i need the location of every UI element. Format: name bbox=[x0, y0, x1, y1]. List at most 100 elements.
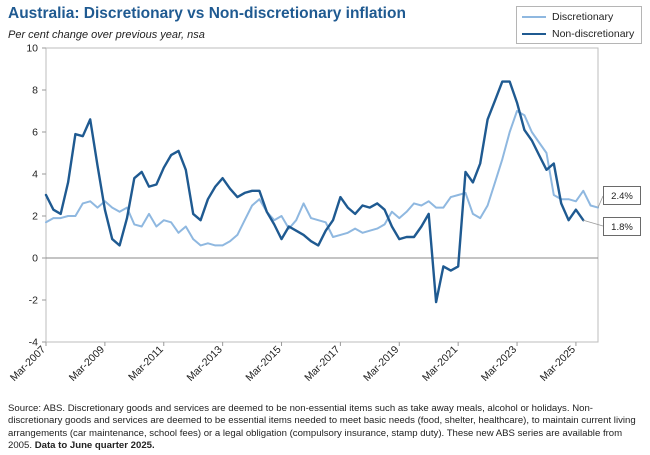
data-point-discretionary bbox=[567, 198, 570, 200]
data-point-discretionary bbox=[427, 200, 430, 203]
data-point-non-discretionary bbox=[575, 208, 577, 211]
x-tick-label: Mar-2007 bbox=[8, 344, 48, 384]
data-point-non-discretionary bbox=[177, 150, 180, 152]
data-point-discretionary bbox=[582, 190, 585, 192]
data-point-discretionary bbox=[310, 217, 312, 219]
x-tick-label: Mar-2017 bbox=[302, 344, 342, 384]
data-point-non-discretionary bbox=[45, 194, 47, 196]
data-point-discretionary bbox=[531, 131, 533, 133]
data-point-non-discretionary bbox=[508, 80, 511, 83]
data-point-non-discretionary bbox=[126, 217, 128, 219]
data-point-discretionary bbox=[575, 200, 577, 203]
data-point-non-discretionary bbox=[192, 213, 194, 215]
series-line-non-discretionary bbox=[44, 80, 585, 304]
data-point-non-discretionary bbox=[531, 139, 533, 142]
data-point-discretionary bbox=[280, 215, 283, 217]
data-point-discretionary bbox=[52, 217, 55, 219]
data-point-non-discretionary bbox=[501, 80, 504, 83]
data-point-discretionary bbox=[243, 219, 246, 221]
data-point-non-discretionary bbox=[442, 265, 445, 268]
data-point-discretionary bbox=[435, 206, 437, 209]
data-point-non-discretionary bbox=[450, 269, 452, 272]
data-point-discretionary bbox=[553, 194, 555, 196]
legend: Discretionary Non-discretionary bbox=[516, 6, 642, 44]
data-point-discretionary bbox=[118, 211, 121, 213]
chart-subtitle: Per cent change over previous year, nsa bbox=[8, 29, 205, 41]
x-tick-label: Mar-2025 bbox=[538, 344, 578, 384]
data-point-discretionary bbox=[383, 223, 386, 226]
data-point-discretionary bbox=[398, 217, 401, 219]
data-point-discretionary bbox=[251, 204, 253, 207]
data-point-discretionary bbox=[74, 215, 77, 217]
data-point-non-discretionary bbox=[427, 213, 430, 215]
data-point-non-discretionary bbox=[104, 208, 106, 211]
end-label-connector-discretionary bbox=[597, 195, 604, 208]
data-point-discretionary bbox=[545, 152, 548, 154]
data-point-discretionary bbox=[96, 206, 99, 209]
data-point-non-discretionary bbox=[148, 185, 150, 188]
data-point-discretionary bbox=[317, 219, 320, 221]
data-point-discretionary bbox=[126, 206, 128, 209]
data-point-non-discretionary bbox=[310, 240, 312, 242]
footnote-data-note: Data to June quarter 2025. bbox=[34, 440, 155, 452]
legend-item-discretionary: Discretionary bbox=[522, 9, 613, 25]
legend-label-non-discretionary: Non-discretionary bbox=[552, 28, 635, 40]
line-chart: -4 -2 0 2 4 6 8 10 Mar-2007 Mar-2009 Mar-2011 Mar-2… bbox=[8, 43, 604, 384]
data-point-non-discretionary bbox=[273, 223, 276, 226]
data-point-non-discretionary bbox=[163, 166, 165, 169]
data-point-non-discretionary bbox=[258, 190, 261, 192]
data-point-non-discretionary bbox=[89, 118, 91, 121]
data-point-discretionary bbox=[523, 114, 526, 116]
data-point-non-discretionary bbox=[376, 202, 379, 205]
data-point-non-discretionary bbox=[405, 236, 408, 238]
end-label-non-discretionary: 1.8% bbox=[603, 217, 641, 236]
data-point-discretionary bbox=[538, 141, 540, 144]
data-point-non-discretionary bbox=[324, 229, 327, 232]
x-tick-label: Mar-2019 bbox=[361, 344, 401, 384]
data-point-discretionary bbox=[376, 227, 379, 230]
data-point-discretionary bbox=[111, 206, 113, 209]
end-label-connector-non-discretionary bbox=[583, 219, 604, 227]
data-point-non-discretionary bbox=[472, 181, 474, 184]
data-point-non-discretionary bbox=[96, 164, 99, 167]
legend-item-non-discretionary: Non-discretionary bbox=[522, 26, 634, 42]
x-tick-label: Mar-2021 bbox=[420, 344, 460, 384]
data-point-discretionary bbox=[273, 219, 276, 221]
data-point-non-discretionary bbox=[185, 169, 187, 171]
data-point-discretionary bbox=[192, 238, 194, 240]
data-point-discretionary bbox=[450, 196, 452, 198]
data-point-discretionary bbox=[339, 234, 342, 236]
data-point-non-discretionary bbox=[413, 236, 415, 238]
data-point-non-discretionary bbox=[464, 171, 467, 173]
x-tick-label: Mar-2015 bbox=[243, 344, 283, 384]
data-point-discretionary bbox=[354, 227, 356, 230]
data-point-non-discretionary bbox=[457, 265, 460, 268]
data-point-non-discretionary bbox=[347, 206, 349, 209]
y-tick-label: 10 bbox=[26, 43, 38, 55]
data-point-non-discretionary bbox=[567, 219, 570, 221]
legend-label-discretionary: Discretionary bbox=[552, 11, 614, 23]
data-point-discretionary bbox=[501, 158, 504, 161]
y-tick-label: -2 bbox=[29, 295, 38, 307]
data-point-non-discretionary bbox=[199, 219, 202, 221]
data-point-non-discretionary bbox=[67, 181, 69, 184]
data-point-discretionary bbox=[258, 198, 261, 200]
y-tick-label: 0 bbox=[32, 253, 38, 265]
data-point-non-discretionary bbox=[479, 162, 482, 165]
data-point-discretionary bbox=[199, 244, 202, 247]
data-point-non-discretionary bbox=[111, 238, 113, 240]
data-point-non-discretionary bbox=[295, 229, 298, 232]
data-point-non-discretionary bbox=[369, 206, 371, 209]
data-point-non-discretionary bbox=[82, 135, 84, 137]
data-point-non-discretionary bbox=[52, 208, 55, 211]
data-point-non-discretionary bbox=[214, 185, 217, 188]
end-label-discretionary: 2.4% bbox=[603, 186, 641, 205]
data-point-discretionary bbox=[457, 194, 460, 196]
data-point-discretionary bbox=[133, 223, 136, 226]
data-point-non-discretionary bbox=[538, 154, 540, 156]
data-point-discretionary bbox=[163, 219, 165, 221]
data-point-non-discretionary bbox=[435, 301, 437, 303]
data-point-discretionary bbox=[479, 217, 482, 219]
data-point-non-discretionary bbox=[288, 225, 290, 228]
data-point-discretionary bbox=[332, 236, 334, 238]
